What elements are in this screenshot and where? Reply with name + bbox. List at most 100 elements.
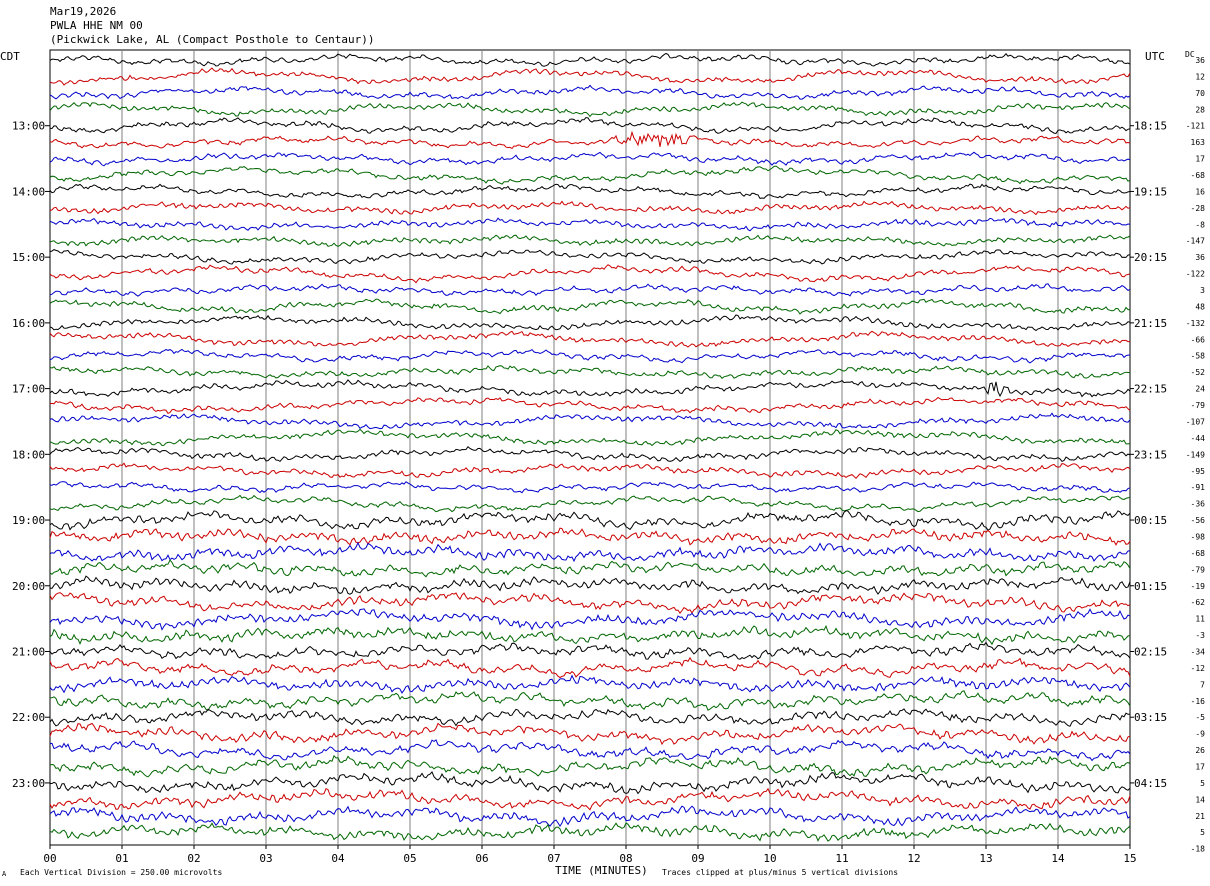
dc-offset-label: -147 bbox=[1186, 237, 1205, 246]
plot-frame bbox=[49, 49, 1131, 846]
seismic-trace bbox=[49, 365, 1130, 379]
dc-offset-label: 163 bbox=[1191, 138, 1206, 147]
dc-header: DC bbox=[1185, 50, 1195, 59]
station-code: PWLA HHE NM 00 bbox=[50, 19, 143, 32]
right-hour-label: 20:15 bbox=[1134, 251, 1167, 264]
seismic-trace bbox=[49, 101, 1131, 118]
plot-date: Mar19,2026 bbox=[50, 5, 117, 18]
seismic-trace bbox=[49, 722, 1131, 746]
dc-offset-label: -12 bbox=[1191, 664, 1206, 673]
seismic-trace bbox=[49, 624, 1131, 646]
dc-offset-labels: 36 12 70 28 -121 163 17 -68 16 -28 -8 -147 36 -122 3 48… bbox=[1186, 56, 1205, 854]
dc-offset-label: -132 bbox=[1186, 319, 1205, 328]
seismic-trace bbox=[49, 298, 1131, 315]
seismic-trace bbox=[49, 541, 1131, 563]
dc-offset-label: -44 bbox=[1191, 434, 1206, 443]
left-hour-label: 20:00 bbox=[12, 580, 45, 593]
seismic-trace bbox=[49, 510, 1131, 531]
dc-offset-label: -19 bbox=[1191, 582, 1206, 591]
seismic-trace bbox=[49, 822, 1131, 842]
right-axis-label: UTC bbox=[1145, 50, 1165, 63]
dc-offset-label: -68 bbox=[1191, 171, 1206, 180]
dc-offset-label: -5 bbox=[1195, 713, 1205, 722]
seismic-trace bbox=[49, 656, 1131, 679]
dc-offset-label: 14 bbox=[1195, 795, 1205, 804]
dc-offset-label: -18 bbox=[1191, 845, 1206, 854]
dc-offset-label: -121 bbox=[1186, 122, 1205, 131]
dc-offset-label: 26 bbox=[1195, 746, 1205, 755]
seismic-trace bbox=[49, 234, 1131, 247]
dc-offset-label: 24 bbox=[1195, 385, 1205, 394]
x-tick-label: 15 bbox=[1123, 852, 1136, 865]
seismic-trace bbox=[49, 314, 1131, 332]
dc-offset-label: -68 bbox=[1191, 549, 1206, 558]
seismic-trace bbox=[49, 249, 1131, 265]
dc-offset-label: 70 bbox=[1195, 89, 1205, 98]
right-hour-label: 04:15 bbox=[1134, 777, 1167, 790]
dc-offset-label: -62 bbox=[1191, 598, 1206, 607]
seismic-trace bbox=[49, 165, 1131, 185]
dc-offset-label: -34 bbox=[1191, 647, 1206, 656]
seismic-trace bbox=[49, 264, 1131, 284]
seismic-trace bbox=[49, 330, 1130, 348]
seismic-trace bbox=[49, 67, 1131, 86]
seismic-trace bbox=[49, 412, 1131, 430]
seismic-trace bbox=[49, 130, 1131, 150]
seismic-trace bbox=[49, 445, 1131, 463]
dc-offset-label: 5 bbox=[1200, 828, 1205, 837]
right-hour-label: 02:15 bbox=[1134, 645, 1167, 658]
seismic-trace bbox=[49, 674, 1131, 694]
seismic-trace bbox=[49, 770, 1131, 795]
left-hour-label: 16:00 bbox=[12, 317, 45, 330]
hour-labels: 13:00 14:00 15:00 16:00 17:00 18:00 19:00 20:00… bbox=[12, 120, 1167, 790]
clip-note: Traces clipped at plus/minus 5 vertical … bbox=[662, 868, 898, 877]
dc-offset-label: 21 bbox=[1195, 812, 1205, 821]
seismic-trace bbox=[49, 200, 1131, 216]
seismic-trace bbox=[49, 608, 1131, 631]
seismic-trace bbox=[49, 183, 1131, 199]
seismic-trace bbox=[49, 787, 1131, 811]
x-tick-label: 09 bbox=[691, 852, 704, 865]
dc-offset-label: -98 bbox=[1191, 532, 1206, 541]
seismic-trace bbox=[49, 494, 1131, 513]
dc-offset-label: 12 bbox=[1195, 72, 1205, 81]
seismic-trace bbox=[49, 462, 1131, 480]
seismic-trace bbox=[49, 151, 1131, 167]
left-hour-label: 15:00 bbox=[12, 251, 45, 264]
x-axis-title: TIME (MINUTES) bbox=[555, 864, 648, 877]
dc-offset-label: -36 bbox=[1191, 500, 1206, 509]
dc-offset-label: -91 bbox=[1191, 483, 1206, 492]
seismic-trace bbox=[49, 592, 1131, 614]
right-hour-label: 22:15 bbox=[1134, 383, 1167, 396]
time-grid bbox=[49, 49, 1131, 849]
dc-offset-label: -56 bbox=[1191, 516, 1206, 525]
dc-offset-label: 5 bbox=[1200, 779, 1205, 788]
dc-offset-label: -16 bbox=[1191, 697, 1206, 706]
dc-offset-label: 7 bbox=[1200, 680, 1205, 689]
left-hour-label: 17:00 bbox=[12, 383, 45, 396]
x-tick-label: 13 bbox=[979, 852, 992, 865]
right-hour-label: 03:15 bbox=[1134, 711, 1167, 724]
corner-mark: A bbox=[2, 870, 7, 878]
scale-note: Each Vertical Division = 250.00 microvol… bbox=[20, 868, 222, 877]
left-hour-label: 19:00 bbox=[12, 514, 45, 527]
dc-offset-label: -9 bbox=[1195, 730, 1205, 739]
right-hour-label: 23:15 bbox=[1134, 448, 1167, 461]
dc-offset-label: -79 bbox=[1191, 565, 1206, 574]
dc-offset-label: 36 bbox=[1195, 253, 1205, 262]
dc-offset-label: 28 bbox=[1195, 105, 1205, 114]
left-hour-label: 18:00 bbox=[12, 448, 45, 461]
right-hour-label: 00:15 bbox=[1134, 514, 1167, 527]
right-hour-label: 01:15 bbox=[1134, 580, 1167, 593]
seismic-trace bbox=[49, 116, 1131, 135]
station-location: (Pickwick Lake, AL (Compact Posthole to … bbox=[50, 33, 375, 46]
x-tick-label: 06 bbox=[475, 852, 488, 865]
dc-offset-label: -149 bbox=[1186, 450, 1205, 459]
right-hour-label: 19:15 bbox=[1134, 185, 1167, 198]
x-tick-label: 04 bbox=[331, 852, 345, 865]
seismic-trace bbox=[49, 575, 1131, 595]
dc-offset-label: 36 bbox=[1195, 56, 1205, 65]
x-tick-label: 01 bbox=[115, 852, 128, 865]
x-tick-label: 00 bbox=[43, 852, 56, 865]
